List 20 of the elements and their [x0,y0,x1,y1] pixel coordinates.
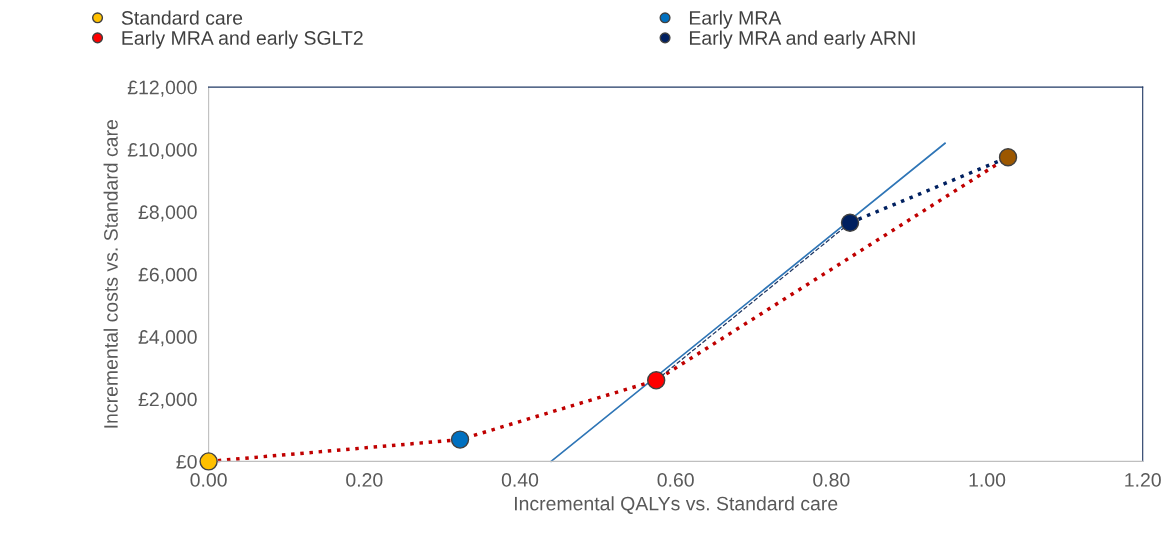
legend-label: Standard care [121,10,243,25]
x-axis-title: Incremental QALYs vs. Standard care [514,496,838,514]
x-tick-label: 1.00 [969,473,1006,487]
x-tick-label: 0.00 [190,473,227,487]
y-tick-label: £4,000 [138,330,197,347]
legend-label: Early MRA [689,10,782,29]
y-tick-label: £2,000 [138,392,197,409]
y-tick-label: £8,000 [138,205,197,222]
y-tick-label: £0 [176,454,197,469]
legend-label: Early MRA and early ARNI [689,30,915,49]
x-tick-label: 0.80 [813,473,850,487]
y-axis-title: Incremental costs vs. Standard care [103,120,118,428]
x-tick-label: 1.20 [1125,473,1161,487]
legend-label: Early MRA and early SGLT2 [122,30,363,49]
y-tick-label: £12,000 [127,80,197,97]
y-tick-label: £10,000 [127,142,197,160]
x-tick-label: 0.20 [346,473,383,487]
x-tick-label: 0.60 [657,473,694,487]
x-tick-label: 0.40 [501,473,539,487]
y-tick-label: £6,000 [138,267,197,284]
